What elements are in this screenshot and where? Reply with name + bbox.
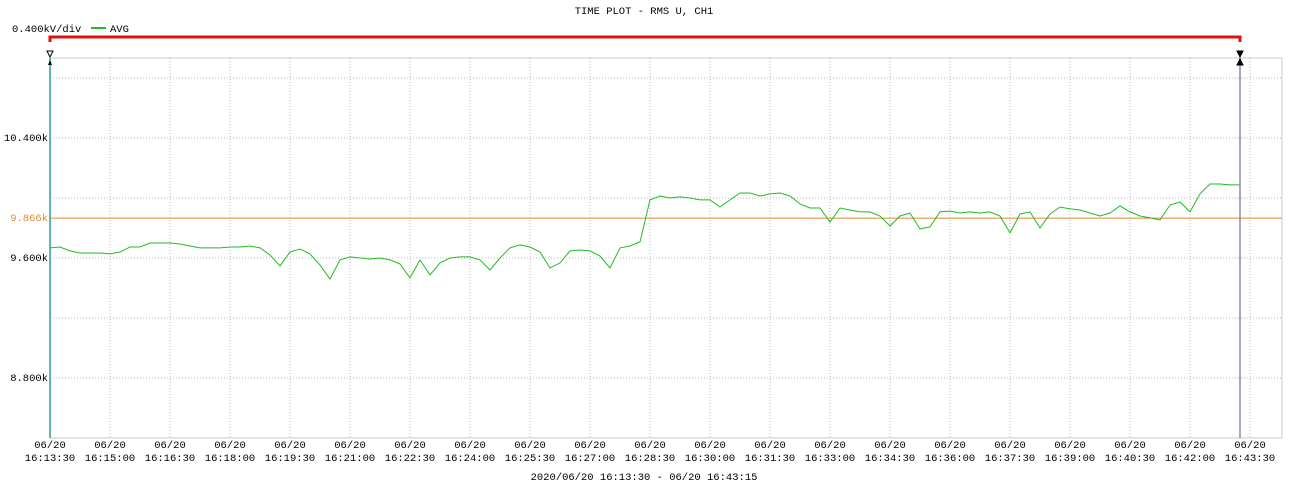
x-tick-date: 06/20	[874, 440, 906, 452]
x-tick-date: 06/20	[34, 440, 66, 452]
cursor-marker	[1236, 57, 1244, 66]
chart-title: TIME PLOT - RMS U, CH1	[575, 6, 714, 18]
x-tick-date: 06/20	[934, 440, 966, 452]
x-tick-date: 06/20	[754, 440, 786, 452]
x-tick-time: 16:16:30	[145, 453, 195, 465]
x-tick-date: 06/20	[274, 440, 306, 452]
x-tick-time: 16:28:30	[625, 453, 675, 465]
x-tick-time: 16:22:30	[385, 453, 435, 465]
y-tick-label: 9.600k	[10, 253, 48, 265]
x-tick-time: 16:37:30	[985, 453, 1035, 465]
x-tick-date: 06/20	[694, 440, 726, 452]
x-tick-date: 06/20	[574, 440, 606, 452]
x-tick-date: 06/20	[94, 440, 126, 452]
x-tick-time: 16:34:30	[865, 453, 915, 465]
x-tick-time: 16:43:30	[1225, 453, 1275, 465]
x-tick-time: 16:13:30	[25, 453, 75, 465]
x-tick-date: 06/20	[994, 440, 1026, 452]
x-tick-time: 16:42:00	[1165, 453, 1215, 465]
span-bar	[48, 35, 1242, 42]
x-tick-time: 16:18:00	[205, 453, 255, 465]
x-tick-date: 06/20	[334, 440, 366, 452]
x-tick-date: 06/20	[214, 440, 246, 452]
cursor-marker	[46, 50, 54, 59]
x-tick-time: 16:19:30	[265, 453, 315, 465]
x-tick-date: 06/20	[1174, 440, 1206, 452]
x-tick-date: 06/20	[394, 440, 426, 452]
plot-frame	[49, 57, 1283, 439]
x-tick-date: 06/20	[1234, 440, 1266, 452]
x-tick-time: 16:24:00	[445, 453, 495, 465]
x-tick-date: 06/20	[1054, 440, 1086, 452]
x-tick-time: 16:39:00	[1045, 453, 1095, 465]
legend-label: AVG	[110, 24, 129, 36]
reference-label: 9.866k	[10, 213, 48, 225]
x-tick-date: 06/20	[634, 440, 666, 452]
x-tick-date: 06/20	[454, 440, 486, 452]
x-tick-time: 16:40:30	[1105, 453, 1155, 465]
cursor-marker	[48, 60, 52, 65]
footer: 2020/06/20 16:13:30 - 06/20 16:43:15	[531, 472, 758, 484]
x-tick-time: 16:31:30	[745, 453, 795, 465]
scale-label: 0.400kV/div	[12, 24, 81, 36]
x-tick-time: 16:30:00	[685, 453, 735, 465]
x-tick-time: 16:25:30	[505, 453, 555, 465]
x-tick-time: 16:36:00	[925, 453, 975, 465]
cursor-marker	[1236, 50, 1244, 59]
x-tick-time: 16:21:00	[325, 453, 375, 465]
y-tick-label: 10.400k	[4, 133, 48, 145]
x-tick-time: 16:33:00	[805, 453, 855, 465]
series-line	[49, 183, 1240, 280]
x-tick-date: 06/20	[514, 440, 546, 452]
x-tick-date: 06/20	[1114, 440, 1146, 452]
y-tick-label: 8.800k	[10, 373, 48, 385]
x-tick-time: 16:27:00	[565, 453, 615, 465]
x-tick-date: 06/20	[154, 440, 186, 452]
x-tick-time: 16:15:00	[85, 453, 135, 465]
x-tick-date: 06/20	[814, 440, 846, 452]
